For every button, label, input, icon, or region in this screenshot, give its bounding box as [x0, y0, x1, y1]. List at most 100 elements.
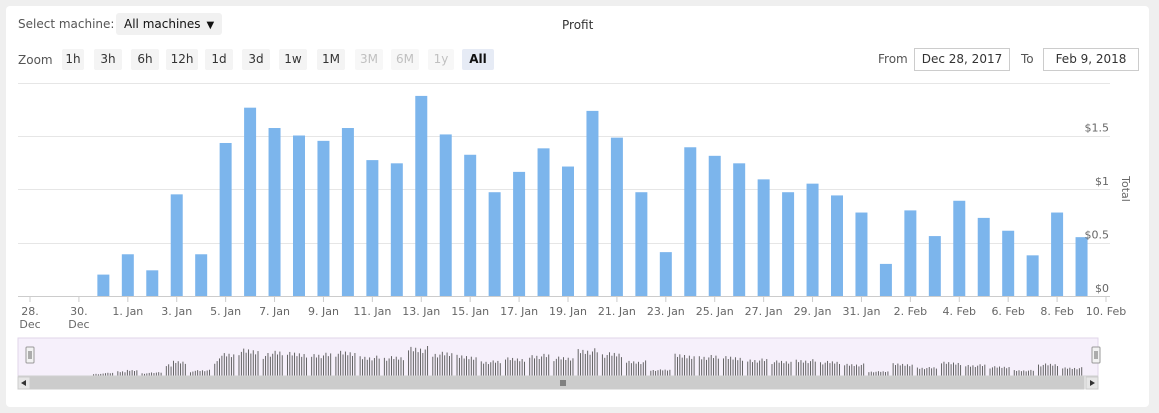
select-machine-label: Select machine: — [18, 17, 115, 31]
bar[interactable] — [708, 155, 721, 296]
handle-box[interactable] — [1091, 346, 1101, 364]
handle-box[interactable] — [25, 346, 35, 364]
bar[interactable] — [488, 192, 501, 296]
zoom-button-1w[interactable]: 1w — [279, 49, 307, 70]
navigator-bar — [563, 357, 564, 376]
bar[interactable] — [684, 147, 697, 296]
x-tick-label-line: 27. Jan — [745, 305, 783, 318]
bar[interactable] — [537, 148, 550, 296]
bar[interactable] — [635, 192, 648, 296]
x-tick-label-line: 13. Jan — [402, 305, 440, 318]
navigator[interactable] — [17, 337, 1101, 390]
x-tick-label-line: 10. Feb — [1086, 305, 1126, 318]
bar[interactable] — [1026, 255, 1039, 296]
bar[interactable] — [733, 163, 746, 296]
zoom-button-6h[interactable]: 6h — [131, 49, 159, 70]
zoom-button-3h[interactable]: 3h — [94, 49, 122, 70]
navigator-bar — [991, 367, 993, 376]
bar[interactable] — [170, 194, 183, 296]
bar[interactable] — [341, 128, 354, 296]
bar[interactable] — [415, 95, 428, 296]
navigator-bar — [899, 365, 901, 376]
x-tick-label: 8. Feb — [1040, 305, 1073, 318]
bar[interactable] — [366, 160, 379, 296]
bar[interactable] — [904, 210, 917, 296]
bar[interactable] — [757, 179, 770, 296]
x-tick-label: 27. Jan — [745, 305, 783, 318]
navigator-bar — [349, 352, 351, 376]
bar[interactable] — [879, 263, 892, 296]
bar[interactable] — [782, 192, 795, 296]
bar[interactable] — [195, 254, 208, 296]
navigator-bar — [681, 357, 683, 376]
navigator-bar — [95, 373, 97, 376]
zoom-button-1h[interactable]: 1h — [62, 49, 84, 70]
navigator-bar — [846, 363, 848, 376]
navigator-bar — [267, 353, 269, 376]
bar[interactable] — [855, 212, 868, 296]
navigator-bar — [577, 349, 579, 376]
bar[interactable] — [390, 163, 403, 296]
bar[interactable] — [659, 252, 672, 296]
machine-select[interactable]: All machines ▼ — [116, 13, 223, 35]
to-date-input[interactable]: Feb 9, 2018 — [1043, 48, 1139, 71]
bar[interactable] — [464, 154, 477, 296]
navigator-bar — [516, 358, 518, 376]
zoom-label: Zoom — [18, 53, 53, 67]
bar[interactable] — [121, 254, 134, 296]
navigator-bar — [534, 358, 535, 376]
navigator-bar — [919, 368, 921, 376]
bar[interactable] — [146, 270, 159, 296]
navigator-bar — [677, 356, 678, 376]
navigator-bar — [1038, 364, 1039, 376]
navigator-handle-left[interactable] — [25, 346, 35, 364]
y-tick-label: $1.5 — [1085, 122, 1110, 135]
bar[interactable] — [928, 236, 941, 296]
zoom-button-1m[interactable]: 1M — [317, 49, 345, 70]
bar[interactable] — [97, 274, 110, 296]
bar[interactable] — [806, 183, 819, 296]
navigator-bar — [601, 354, 603, 376]
zoom-button-1y: 1y — [428, 49, 454, 70]
bar[interactable] — [1002, 230, 1015, 296]
bar[interactable] — [1075, 237, 1088, 296]
bar[interactable] — [1051, 212, 1064, 296]
bar[interactable] — [244, 107, 257, 297]
navigator-bar — [168, 364, 170, 376]
to-label: To — [1021, 52, 1034, 66]
bar[interactable] — [268, 128, 281, 296]
x-tick-label-line: 6. Feb — [991, 305, 1024, 318]
zoom-button-1d[interactable]: 1d — [205, 49, 233, 70]
bar[interactable] — [219, 142, 232, 296]
navigator-bar — [458, 357, 460, 376]
bar[interactable] — [439, 134, 452, 296]
bar[interactable] — [977, 217, 990, 296]
x-tick-label-line: 19. Jan — [549, 305, 587, 318]
bar[interactable] — [562, 166, 574, 296]
navigator-scrollbar[interactable] — [17, 376, 1099, 390]
zoom-button-3m: 3M — [355, 49, 383, 70]
navigator-bar — [906, 364, 908, 376]
navigator-bar — [432, 356, 434, 376]
zoom-button-12h[interactable]: 12h — [166, 49, 198, 70]
bar[interactable] — [586, 110, 599, 296]
scrollbar-thumb[interactable] — [29, 376, 1085, 390]
bar[interactable] — [513, 171, 526, 296]
navigator-bar — [325, 352, 327, 376]
navigator-bar — [686, 358, 688, 376]
zoom-button-3d[interactable]: 3d — [242, 49, 270, 70]
navigator-bar — [591, 351, 593, 376]
bar[interactable] — [610, 137, 623, 296]
bar[interactable] — [831, 195, 843, 296]
navigator-handle-right[interactable] — [1091, 346, 1101, 364]
navigator-bar — [616, 356, 618, 376]
bar[interactable] — [953, 200, 966, 296]
navigator-bar — [1054, 364, 1056, 376]
zoom-button-all[interactable]: All — [462, 49, 494, 70]
navigator-bar — [340, 350, 342, 376]
navigator-bar — [943, 361, 945, 376]
bar[interactable] — [293, 135, 305, 297]
from-date-input[interactable]: Dec 28, 2017 — [914, 48, 1010, 71]
navigator-bar — [950, 364, 952, 376]
bar[interactable] — [317, 140, 330, 296]
